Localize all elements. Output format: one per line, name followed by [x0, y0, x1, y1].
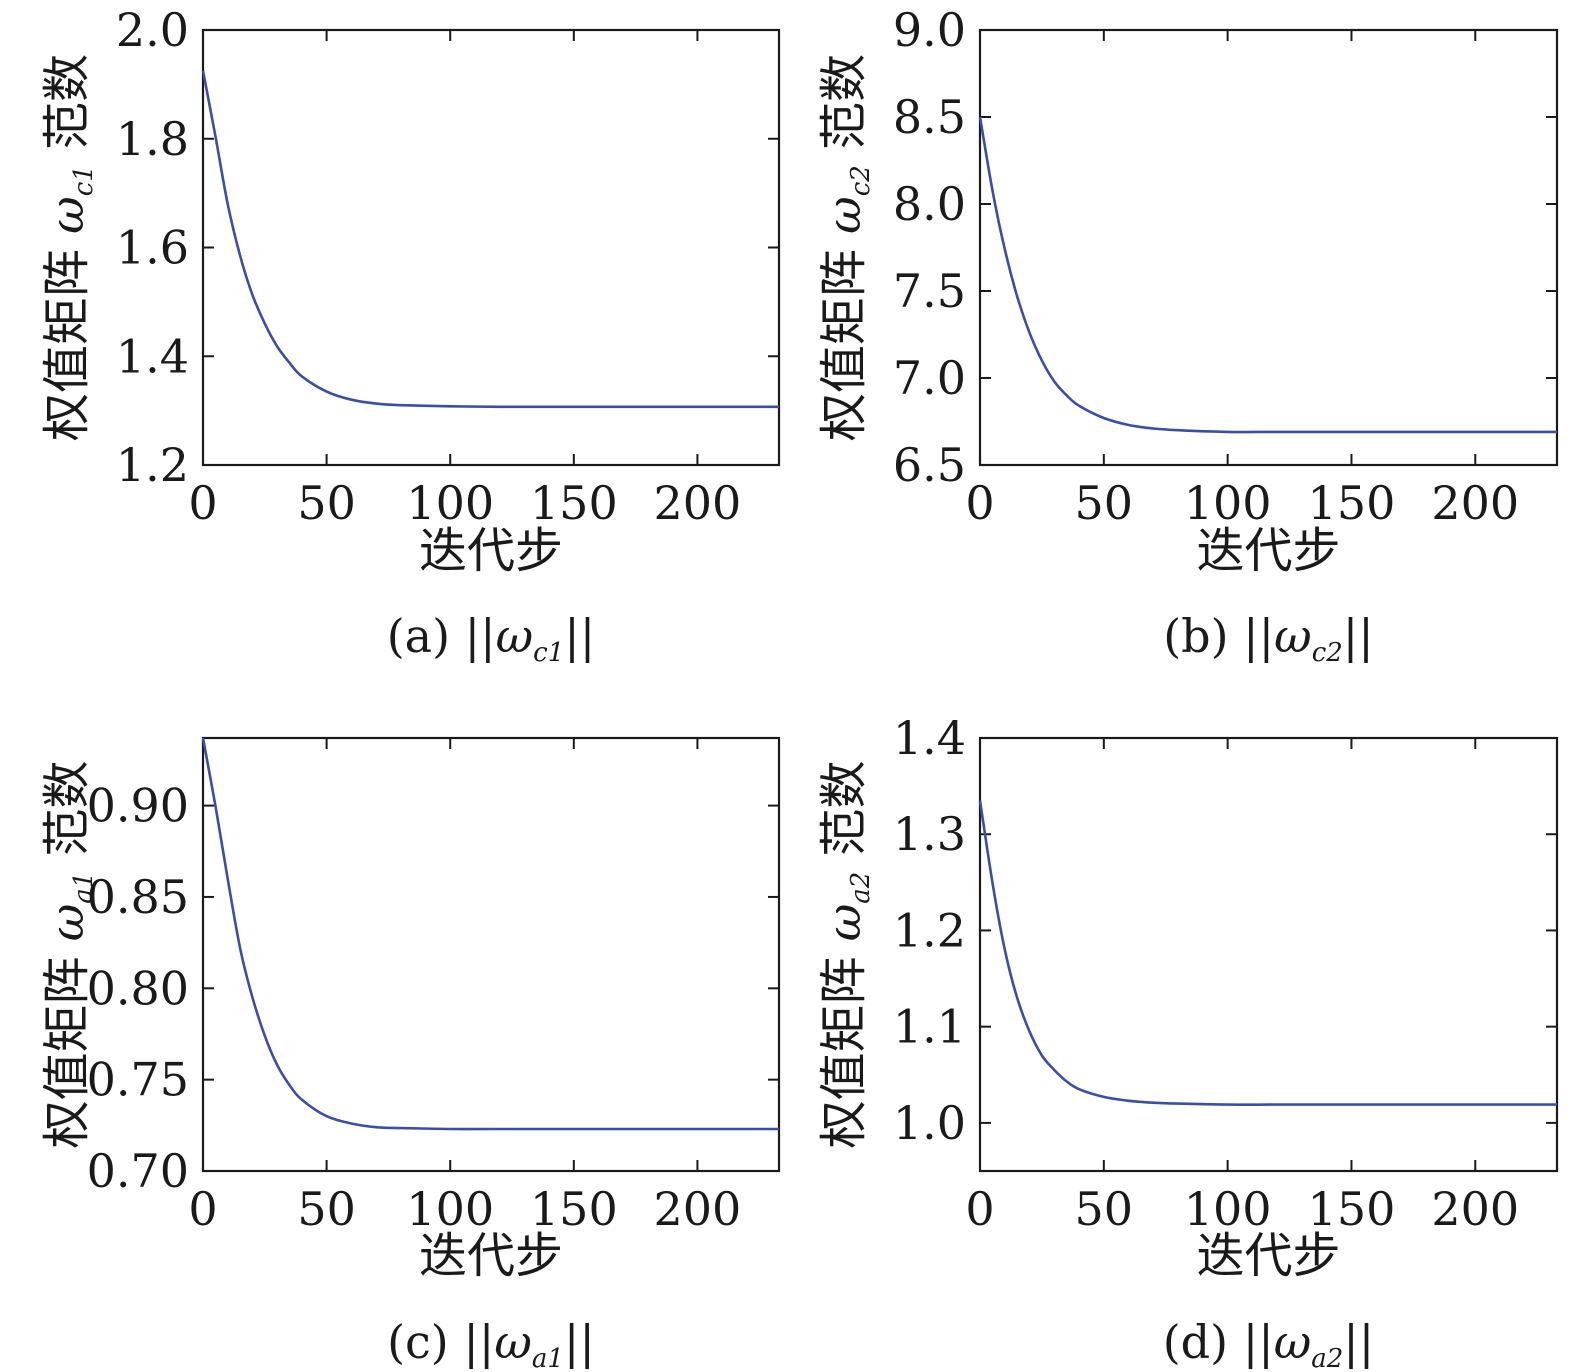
panel-caption: (c) ||ωa1||: [387, 1315, 595, 1372]
y-axis-label: 权值矩阵 ωc1 范数: [39, 54, 99, 441]
x-tick-label: 150: [1308, 476, 1396, 530]
y-label-symbol: ω: [40, 196, 94, 234]
plot-frame: [978, 28, 1559, 467]
y-label-symbol: ω: [40, 904, 94, 942]
series-line: [201, 70, 779, 409]
y-tick-label: 1.2: [116, 438, 189, 492]
caption-prefix: (a) ||: [387, 609, 496, 663]
y-label-text: 权值矩阵: [39, 234, 95, 441]
caption-prefix: (d) ||: [1163, 1315, 1274, 1369]
panel-caption: (d) ||ωa2||: [1163, 1315, 1375, 1372]
y-tick-label: 0.85: [87, 870, 189, 924]
y-tick-label: 7.5: [893, 264, 966, 318]
y-tick-label: 2.0: [116, 3, 189, 57]
caption-norm-close: ||: [564, 1315, 595, 1369]
x-axis-label: 迭代步: [1196, 523, 1340, 579]
y-tick-label: 1.6: [116, 221, 189, 275]
y-tick-label: 0.70: [87, 1144, 189, 1198]
y-tick-label: 1.1: [893, 1000, 966, 1054]
plot-frame: [201, 28, 781, 467]
y-tick-label: 8.0: [893, 177, 966, 231]
y-tick-label: 1.8: [116, 112, 189, 166]
x-tick-label: 0: [965, 476, 994, 530]
x-tick-label: 100: [406, 1182, 494, 1236]
x-tick-label: 100: [406, 476, 494, 530]
x-tick-label: 50: [297, 476, 356, 530]
y-label-suffix: 范数: [816, 54, 872, 165]
panel-c: 0 50 100 150 200 0.70 0.75 0.80 0.85 0.90 迭代步 权值矩阵 …: [39, 736, 781, 1372]
x-tick-label: 200: [654, 476, 742, 530]
y-axis-label: 权值矩阵 ωa2 范数: [816, 760, 876, 1148]
y-tick-label: 1.2: [893, 903, 966, 957]
x-tick-label: 0: [965, 1182, 994, 1236]
x-tick-label: 100: [1184, 476, 1272, 530]
panel-caption: (b) ||ωc2||: [1163, 609, 1374, 668]
y-tick-label: 8.5: [893, 90, 966, 144]
y-tick-label: 0.90: [87, 779, 189, 833]
caption-prefix: (c) ||: [387, 1315, 494, 1369]
y-label-suffix: 范数: [39, 760, 95, 871]
x-tick-label: 150: [1308, 1182, 1396, 1236]
caption-subscript: a2: [1311, 1344, 1343, 1372]
caption-norm-close: ||: [1343, 1315, 1374, 1369]
y-tick-label: 6.5: [893, 438, 966, 492]
y-label-subscript: a1: [69, 872, 99, 904]
y-label-text: 权值矩阵: [816, 234, 872, 441]
y-tick-label: 0.75: [87, 1053, 189, 1107]
caption-symbol: ω: [496, 609, 534, 663]
caption-norm-close: ||: [564, 609, 595, 663]
y-tick-label: 1.3: [893, 807, 966, 861]
y-label-text: 权值矩阵: [39, 941, 95, 1148]
y-label-subscript: c1: [69, 165, 99, 196]
caption-subscript: a1: [532, 1344, 564, 1372]
x-tick-label: 150: [530, 1182, 618, 1236]
x-axis-label: 迭代步: [419, 523, 563, 579]
caption-symbol: ω: [1274, 609, 1312, 663]
y-axis-label: 权值矩阵 ωa1 范数: [39, 760, 99, 1148]
x-tick-label: 200: [1431, 1182, 1519, 1236]
y-tick-label: 0.80: [87, 961, 189, 1015]
x-tick-label: 200: [654, 1182, 742, 1236]
y-label-suffix: 范数: [39, 54, 95, 165]
caption-norm-close: ||: [1343, 609, 1374, 663]
series-line: [201, 737, 779, 1131]
y-tick-label: 9.0: [893, 3, 966, 57]
x-axis-label: 迭代步: [1196, 1228, 1340, 1284]
caption-symbol: ω: [494, 1315, 532, 1369]
y-tick-label: 1.4: [893, 711, 966, 765]
plot-frame: [978, 736, 1559, 1173]
x-tick-label: 0: [188, 1182, 217, 1236]
caption-subscript: c1: [533, 638, 564, 668]
y-tick-label: 7.0: [893, 351, 966, 405]
y-tick-label: 1.0: [893, 1096, 966, 1150]
x-tick-label: 50: [1075, 1182, 1134, 1236]
x-tick-label: 50: [1075, 476, 1134, 530]
x-tick-label: 100: [1184, 1182, 1272, 1236]
x-tick-label: 150: [530, 476, 618, 530]
caption-subscript: c2: [1312, 638, 1343, 668]
y-label-symbol: ω: [817, 196, 871, 234]
x-tick-label: 200: [1431, 476, 1519, 530]
x-axis-label: 迭代步: [419, 1228, 563, 1284]
y-label-subscript: a2: [846, 872, 876, 904]
caption-prefix: (b) ||: [1163, 609, 1274, 663]
y-label-symbol: ω: [817, 904, 871, 942]
plot-frame: [201, 736, 781, 1173]
y-label-text: 权值矩阵: [816, 941, 872, 1148]
y-axis-label: 权值矩阵 ωc2 范数: [816, 54, 876, 441]
y-label-subscript: c2: [846, 165, 876, 196]
x-tick-label: 50: [297, 1182, 356, 1236]
caption-symbol: ω: [1274, 1315, 1312, 1369]
series-line: [978, 800, 1557, 1106]
series-line: [978, 116, 1557, 434]
x-tick-label: 0: [188, 476, 217, 530]
panel-caption: (a) ||ωc1||: [387, 609, 596, 668]
y-tick-label: 1.4: [116, 329, 189, 383]
y-label-suffix: 范数: [816, 760, 872, 871]
